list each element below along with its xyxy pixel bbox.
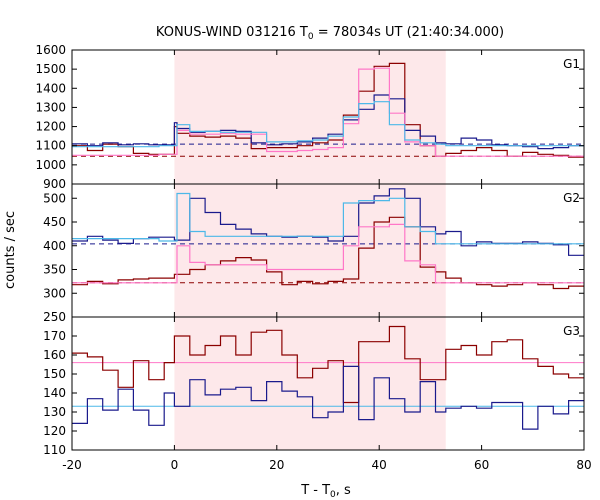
- y-tick-label-g3: 150: [43, 367, 66, 381]
- step-series-g3-dark_red: [72, 325, 584, 404]
- y-tick-label-g2: 400: [43, 239, 66, 253]
- panel-label-g3: G3: [563, 324, 580, 338]
- y-tick-label-g1: 1500: [35, 62, 66, 76]
- step-series-g2-pink: [72, 223, 584, 284]
- x-tick-label: -20: [62, 458, 82, 472]
- y-tick-label-g1: 1200: [35, 120, 66, 134]
- panel-g1: [72, 62, 584, 158]
- plot-layer: [72, 62, 584, 430]
- highlight-layer: [174, 50, 446, 450]
- y-tick-label-g1: 900: [43, 177, 66, 191]
- y-tick-label-g3: 120: [43, 424, 66, 438]
- panel-g2: [72, 188, 584, 290]
- x-tick-label: 40: [372, 458, 387, 472]
- panel-frame-g3: [71, 316, 585, 451]
- step-series-g3-dark_blue: [72, 365, 584, 430]
- y-tick-label-g2: 250: [43, 310, 66, 324]
- step-series-g1-pink: [72, 67, 584, 157]
- panel-label-g1: G1: [563, 57, 580, 71]
- chart-title-main: KONUS-WIND 031216 T: [156, 25, 308, 40]
- y-tick-label-g2: 350: [43, 263, 66, 277]
- step-series-g2-dark_blue: [72, 188, 584, 256]
- step-series-g1-cyan: [72, 101, 584, 148]
- y-tick-label-g2: 500: [43, 191, 66, 205]
- y-tick-label-g3: 140: [43, 386, 66, 400]
- y-tick-label-g1: 1600: [35, 43, 66, 57]
- text-layer: KONUS-WIND 031216 T0 = 78034s UT (21:40:…: [3, 25, 592, 500]
- y-tick-label-g2: 300: [43, 286, 66, 300]
- x-axis-label-main: T - T: [300, 483, 330, 498]
- y-axis-label: counts / sec: [3, 211, 18, 289]
- chart-title-sub: 0: [308, 32, 314, 42]
- step-series-g2-dark_red: [72, 216, 584, 290]
- x-tick-label: 0: [171, 458, 179, 472]
- y-tick-label-g1: 1300: [35, 100, 66, 114]
- y-tick-label-g2: 450: [43, 215, 66, 229]
- chart-title-rest: = 78034s UT (21:40:34.000): [314, 25, 504, 40]
- x-axis-label: T - T0, s: [300, 483, 351, 500]
- panel-label-g2: G2: [563, 191, 580, 205]
- x-axis-label-rest: , s: [336, 483, 351, 498]
- y-tick-label-g3: 170: [43, 329, 66, 343]
- y-tick-label-g3: 130: [43, 405, 66, 419]
- y-tick-label-g3: 160: [43, 348, 66, 362]
- x-tick-label: 20: [269, 458, 284, 472]
- x-tick-label: 80: [576, 458, 591, 472]
- x-tick-label: 60: [474, 458, 489, 472]
- panel-g3: [72, 325, 584, 430]
- y-tick-label-g1: 1100: [35, 139, 66, 153]
- y-tick-label-g1: 1400: [35, 81, 66, 95]
- y-tick-label-g3: 110: [43, 443, 66, 457]
- chart-title: KONUS-WIND 031216 T0 = 78034s UT (21:40:…: [156, 25, 504, 42]
- x-axis-label-sub: 0: [330, 490, 336, 500]
- highlight-interval: [174, 50, 446, 450]
- step-series-g2-cyan: [72, 192, 584, 245]
- frame-layer: [71, 49, 585, 451]
- y-tick-label-g1: 1000: [35, 158, 66, 172]
